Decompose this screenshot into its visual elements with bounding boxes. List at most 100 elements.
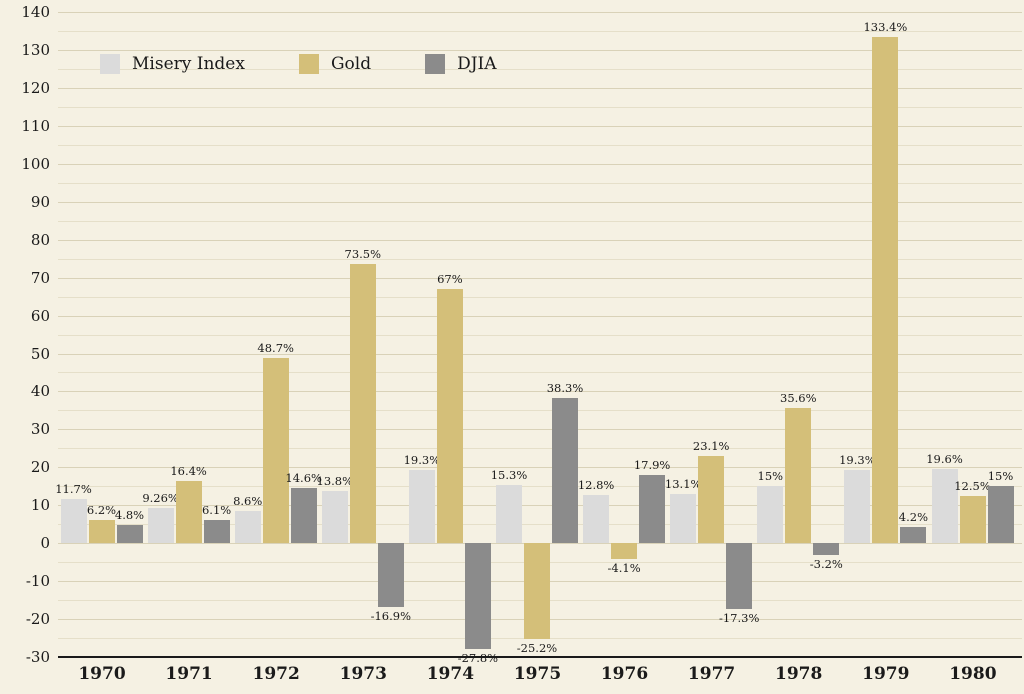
bar-djia-1979 bbox=[900, 527, 927, 544]
legend-label-misery-index: Misery Index bbox=[132, 54, 245, 74]
bar-djia-1977 bbox=[726, 543, 753, 609]
value-label: 73.5% bbox=[344, 247, 382, 262]
gridline bbox=[58, 410, 1022, 412]
value-label: 16.4% bbox=[170, 464, 207, 478]
bar-gold-1971 bbox=[175, 481, 202, 544]
value-label: 8.6% bbox=[233, 493, 263, 508]
value-label: 38.3% bbox=[546, 380, 584, 395]
gridline bbox=[58, 106, 1022, 108]
legend-item-misery-index: Misery Index bbox=[100, 54, 245, 74]
gridline bbox=[58, 391, 1022, 393]
y-tick-label: -30 bbox=[25, 648, 50, 666]
gridline bbox=[58, 125, 1022, 127]
x-tick-label: 1972 bbox=[252, 664, 300, 684]
gridline bbox=[58, 486, 1022, 488]
gridline bbox=[58, 277, 1022, 279]
legend-swatch-djia-icon bbox=[425, 54, 446, 74]
legend-label-gold: Gold bbox=[330, 54, 372, 74]
gridline bbox=[58, 49, 1022, 51]
bar-misery-index-1972 bbox=[234, 510, 261, 544]
x-tick-label: 1970 bbox=[78, 664, 126, 684]
gridline bbox=[58, 372, 1022, 374]
bar-gold-1975 bbox=[524, 543, 550, 639]
bar-misery-index-1971 bbox=[147, 508, 174, 544]
y-tick-label: 0 bbox=[40, 534, 50, 553]
bar-misery-index-1975 bbox=[496, 485, 522, 544]
gridline bbox=[58, 467, 1022, 469]
bar-djia-1980 bbox=[987, 486, 1014, 544]
legend-swatch-gold-icon bbox=[298, 54, 319, 74]
x-tick-label: 1979 bbox=[862, 664, 910, 684]
bar-misery-index-1974 bbox=[408, 469, 435, 544]
gridline bbox=[58, 524, 1022, 526]
x-tick-label: 1973 bbox=[339, 664, 387, 684]
x-tick-label: 1980 bbox=[949, 664, 997, 684]
x-tick-label: 1975 bbox=[513, 664, 562, 684]
bar-gold-1976 bbox=[611, 543, 638, 559]
legend-item-gold: Gold bbox=[298, 54, 372, 74]
gridline bbox=[58, 201, 1022, 203]
gridline bbox=[58, 239, 1022, 241]
y-tick-label: 30 bbox=[30, 420, 50, 439]
value-label: 23.1% bbox=[692, 438, 730, 453]
y-tick-label: -20 bbox=[25, 610, 50, 629]
legend-item-djia: DJIA bbox=[425, 54, 497, 74]
bar-gold-1979 bbox=[872, 37, 899, 544]
bar-djia-1973 bbox=[377, 543, 404, 608]
gridline bbox=[58, 429, 1022, 431]
gridline bbox=[58, 182, 1022, 184]
value-label: -16.9% bbox=[370, 609, 412, 624]
x-tick-label: 1978 bbox=[775, 664, 823, 684]
bar-misery-index-1970 bbox=[60, 498, 87, 544]
value-label: 4.2% bbox=[898, 510, 928, 525]
legend: Misery Index Gold DJIA bbox=[100, 54, 497, 74]
value-label: 15% bbox=[757, 469, 784, 484]
gridline bbox=[58, 163, 1022, 165]
value-label: -25.2% bbox=[516, 640, 558, 655]
gridline bbox=[58, 315, 1022, 317]
bar-djia-1972 bbox=[290, 487, 317, 544]
value-label: 15.3% bbox=[490, 468, 528, 483]
gridline bbox=[58, 505, 1022, 507]
y-tick-label: 20 bbox=[30, 458, 50, 477]
bar-gold-1973 bbox=[349, 264, 376, 544]
value-label: 19.3% bbox=[403, 452, 441, 467]
y-tick-label: 70 bbox=[30, 268, 50, 287]
bar-djia-1976 bbox=[639, 475, 666, 544]
value-label: -17.3% bbox=[718, 610, 760, 625]
bar-misery-index-1979 bbox=[844, 469, 871, 544]
y-tick-label: -10 bbox=[25, 572, 50, 591]
gridline bbox=[58, 334, 1022, 336]
bar-misery-index-1978 bbox=[757, 486, 784, 544]
y-tick-label: 130 bbox=[21, 40, 50, 59]
gridline bbox=[58, 296, 1022, 298]
bar-djia-1974 bbox=[464, 543, 491, 649]
value-label: 48.7% bbox=[257, 341, 294, 356]
gridline bbox=[58, 68, 1022, 70]
bar-djia-1975 bbox=[552, 397, 578, 544]
y-tick-label: 100 bbox=[21, 154, 50, 173]
value-label: 15% bbox=[987, 469, 1014, 484]
value-label: 19.3% bbox=[839, 452, 876, 467]
bar-gold-1970 bbox=[88, 519, 115, 544]
value-label: -3.2% bbox=[809, 557, 843, 572]
gridline bbox=[58, 220, 1022, 222]
value-label: -4.1% bbox=[607, 560, 641, 575]
x-axis-line bbox=[58, 656, 1022, 658]
gridline bbox=[58, 87, 1022, 89]
value-label: 11.7% bbox=[55, 481, 92, 496]
bar-gold-1977 bbox=[698, 455, 725, 544]
y-tick-label: 120 bbox=[21, 78, 50, 97]
value-label: 133.4% bbox=[863, 20, 908, 34]
value-label: 4.8% bbox=[114, 508, 145, 522]
legend-label-djia: DJIA bbox=[457, 54, 497, 74]
value-label: 14.6% bbox=[285, 470, 322, 485]
bar-gold-1972 bbox=[262, 358, 289, 544]
value-label: 35.6% bbox=[780, 391, 817, 406]
value-label: 67% bbox=[437, 272, 463, 286]
bar-gold-1980 bbox=[959, 495, 986, 544]
gridline bbox=[58, 353, 1022, 355]
x-tick-label: 1976 bbox=[600, 664, 649, 684]
value-label: -27.8% bbox=[458, 651, 498, 665]
gridline bbox=[58, 448, 1022, 450]
